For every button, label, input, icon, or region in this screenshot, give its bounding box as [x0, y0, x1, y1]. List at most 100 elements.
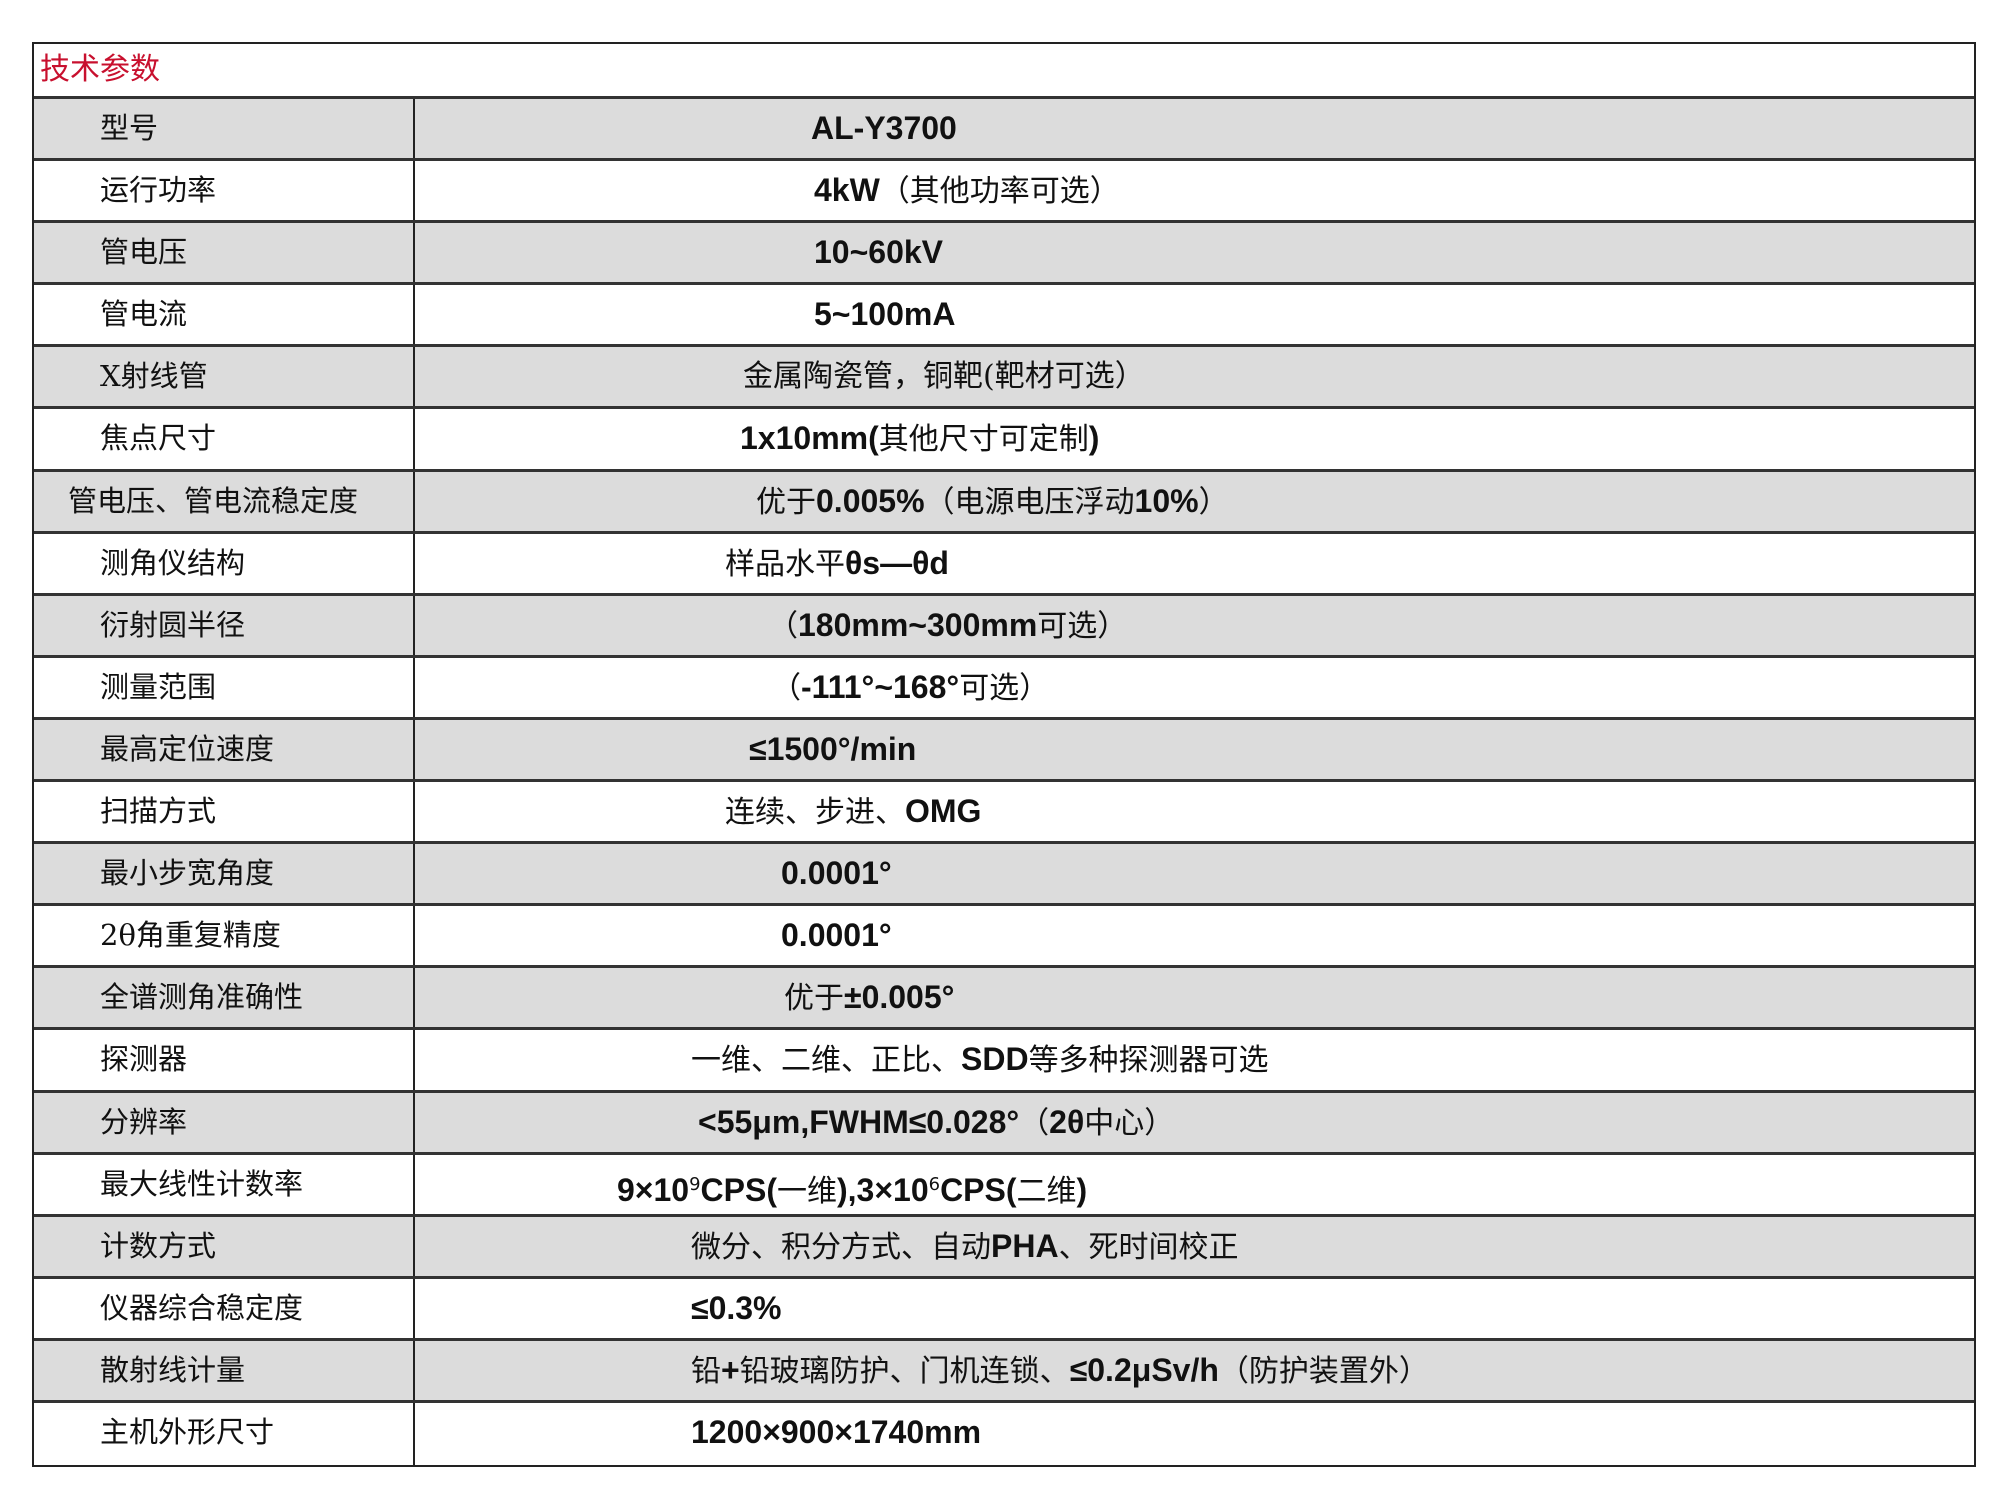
value-segment: 中心） [1084, 1105, 1175, 1141]
value-segment: 二维 [1016, 1173, 1077, 1209]
spec-label: 最高定位速度 [34, 719, 415, 780]
value-segment: 10% [1134, 482, 1199, 519]
spec-label: 仪器综合稳定度 [34, 1278, 415, 1338]
spec-label: 计数方式 [34, 1216, 415, 1276]
spec-label: 衍射圆半径 [34, 595, 415, 655]
table-row: 2θ角重复精度 0.0001° [34, 906, 1974, 969]
spec-rows: 型号 AL-Y3700 运行功率 4kW（其他功率可选） 管电压 10~60kV 管电流 5~… [34, 99, 1974, 1466]
value-segment: 优于 [756, 484, 816, 520]
spec-label: X射线管 [34, 347, 415, 407]
value-segment: （ [1019, 1105, 1050, 1141]
spec-value: （180mm~300mm可选） [415, 596, 1974, 655]
table-row: 最大线性计数率 9×109CPS(一维),3×106CPS(二维) [34, 1154, 1974, 1217]
table-row: 测角仪结构 样品水平θs—θd [34, 533, 1974, 596]
spec-label: 管电流 [34, 285, 415, 345]
value-segment: 9×10 [617, 1171, 690, 1208]
table-row: 测量范围 （-111°~168°可选） [34, 657, 1974, 720]
value-segment: ),3×10 [836, 1171, 929, 1208]
value-segment: -111°~168° [801, 668, 960, 705]
value-segment: 1200×900×1740mm [691, 1413, 982, 1450]
value-segment: CPS( [700, 1171, 777, 1208]
spec-value: 一维、二维、正比、SDD等多种探测器可选 [415, 1030, 1974, 1089]
table-row: 扫描方式 连续、步进、OMG [34, 782, 1974, 845]
spec-label: 主机外形尺寸 [34, 1402, 415, 1466]
spec-table: 技术参数 型号 AL-Y3700 运行功率 4kW（其他功率可选） 管电压 10~60kV… [32, 42, 1976, 1468]
table-row: 衍射圆半径 （180mm~300mm可选） [34, 595, 1974, 658]
table-row: 管电流 5~100mA [34, 285, 1974, 348]
value-segment: 其他尺寸可定制 [878, 422, 1089, 458]
spec-value: 1200×900×1740mm [415, 1403, 1974, 1465]
table-row: 焦点尺寸 1x10mm(其他尺寸可定制) [34, 409, 1974, 472]
value-segment: 金属陶瓷管，铜靶(靶材可选） [743, 359, 1145, 395]
table-row: 最小步宽角度 0.0001° [34, 844, 1974, 907]
value-segment: 铅玻璃防护、门机连锁、 [739, 1353, 1070, 1389]
table-title: 技术参数 [34, 44, 1974, 99]
spec-value: 0.0001° [415, 906, 1974, 965]
value-segment: OMG [905, 793, 982, 830]
spec-label: 探测器 [34, 1030, 415, 1090]
value-segment: ±0.005° [844, 979, 955, 1016]
value-segment: ≤1500°/min [749, 730, 917, 767]
value-segment: ≤0.2μSv/h [1069, 1351, 1219, 1388]
spec-label: 散射线计量 [34, 1340, 415, 1400]
value-segment: 铅 [691, 1353, 721, 1389]
spec-value: ≤0.3% [415, 1279, 1974, 1338]
value-segment: θs—θd [845, 544, 949, 581]
value-segment: 微分、积分方式、自动 [691, 1229, 991, 1265]
value-segment: 、死时间校正 [1058, 1229, 1239, 1265]
spec-label: 全谱测角准确性 [34, 968, 415, 1028]
value-segment: 一维 [776, 1173, 837, 1209]
value-segment: 9 [689, 1173, 701, 1195]
value-segment: 0.005% [816, 482, 925, 519]
value-segment: ≤0.3% [691, 1289, 782, 1326]
spec-label: 型号 [34, 99, 415, 159]
value-segment: 连续、步进、 [725, 795, 905, 831]
table-row: 探测器 一维、二维、正比、SDD等多种探测器可选 [34, 1030, 1974, 1093]
spec-value: 5~100mA [415, 285, 1974, 344]
value-segment: 5~100mA [814, 296, 956, 333]
value-segment: 1x10mm( [740, 420, 879, 457]
spec-label: 分辨率 [34, 1092, 415, 1152]
spec-value: 铅+铅玻璃防护、门机连锁、≤0.2μSv/h（防护装置外） [415, 1341, 1974, 1400]
spec-value: 4kW（其他功率可选） [415, 161, 1974, 220]
spec-value: 优于0.005%（电源电压浮动10%） [415, 472, 1974, 531]
value-segment: （ [771, 670, 801, 706]
value-segment: <55μm,FWHM≤0.028° [698, 1103, 1020, 1140]
table-row: 散射线计量 铅+铅玻璃防护、门机连锁、≤0.2μSv/h（防护装置外） [34, 1340, 1974, 1403]
value-segment: 样品水平 [725, 546, 845, 582]
value-segment: ） [1198, 484, 1229, 520]
value-segment: （其他功率可选） [879, 174, 1120, 210]
spec-value: 连续、步进、OMG [415, 782, 1974, 841]
value-segment: 10~60kV [814, 234, 944, 271]
value-segment: （防护装置外） [1218, 1353, 1429, 1389]
value-segment: ) [1076, 1171, 1088, 1208]
value-segment: 优于 [784, 981, 844, 1017]
value-segment: SDD [961, 1041, 1029, 1078]
spec-value: AL-Y3700 [415, 99, 1974, 158]
value-segment: （电源电压浮动 [924, 484, 1135, 520]
spec-label: 测量范围 [34, 657, 415, 717]
value-segment: 2θ [1049, 1103, 1085, 1140]
table-row: 分辨率 <55μm,FWHM≤0.028°（2θ中心） [34, 1092, 1974, 1155]
spec-value: 微分、积分方式、自动PHA、死时间校正 [415, 1217, 1974, 1276]
spec-value: 0.0001° [415, 844, 1974, 903]
spec-value: 样品水平θs—θd [415, 534, 1974, 593]
table-row: X射线管 金属陶瓷管，铜靶(靶材可选） [34, 347, 1974, 410]
value-segment: 可选） [959, 670, 1050, 706]
value-segment: CPS( [940, 1171, 1017, 1208]
value-segment: PHA [991, 1227, 1059, 1264]
spec-value: 10~60kV [415, 223, 1974, 282]
table-row: 管电压、管电流稳定度 优于0.005%（电源电压浮动10%） [34, 471, 1974, 534]
table-row: 计数方式 微分、积分方式、自动PHA、死时间校正 [34, 1216, 1974, 1279]
value-segment: AL-Y3700 [811, 110, 957, 146]
spec-label: 最大线性计数率 [34, 1154, 415, 1214]
spec-label: 2θ角重复精度 [34, 906, 415, 966]
spec-label: 运行功率 [34, 161, 415, 221]
spec-label: 焦点尺寸 [34, 409, 415, 469]
spec-label: 管电压 [34, 223, 415, 283]
spec-label: 测角仪结构 [34, 533, 415, 593]
value-segment: 等多种探测器可选 [1028, 1043, 1269, 1079]
spec-value: <55μm,FWHM≤0.028°（2θ中心） [415, 1093, 1974, 1152]
table-row: 管电压 10~60kV [34, 223, 1974, 286]
table-row: 运行功率 4kW（其他功率可选） [34, 161, 1974, 224]
